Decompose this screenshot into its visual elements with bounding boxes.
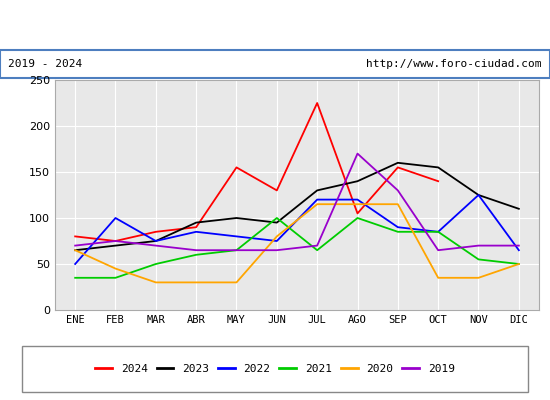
- Text: http://www.foro-ciudad.com: http://www.foro-ciudad.com: [366, 59, 542, 69]
- Legend: 2024, 2023, 2022, 2021, 2020, 2019: 2024, 2023, 2022, 2021, 2020, 2019: [91, 360, 459, 378]
- Text: Evolucion Nº Turistas Extranjeros en el municipio de Santa María de la Alameda: Evolucion Nº Turistas Extranjeros en el …: [0, 18, 550, 32]
- Text: 2019 - 2024: 2019 - 2024: [8, 59, 82, 69]
